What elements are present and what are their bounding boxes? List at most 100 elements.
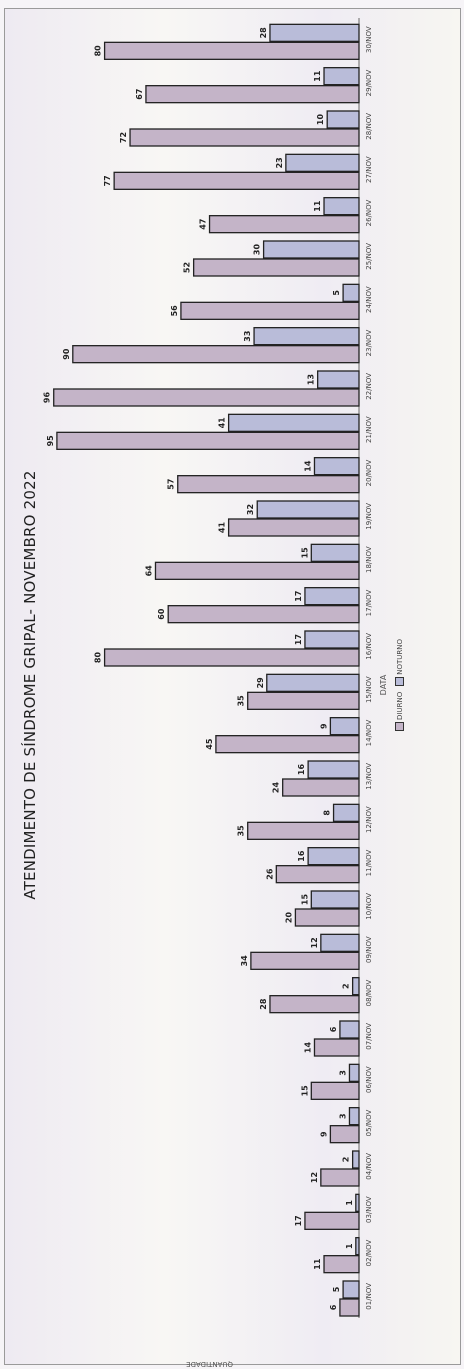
data-label-noturno-14: 9 [319, 723, 328, 729]
bar-diurno-17 [167, 605, 360, 624]
bar-diurno-5 [329, 1125, 360, 1144]
data-label-noturno-30: 28 [259, 27, 268, 39]
bar-diurno-25 [192, 258, 360, 277]
data-label-noturno-25: 30 [253, 244, 262, 256]
data-label-diurno-3: 17 [294, 1215, 303, 1226]
bar-noturno-26 [323, 197, 360, 216]
bar-noturno-22 [317, 370, 360, 389]
bar-noturno-24 [342, 283, 360, 302]
bar-noturno-5 [348, 1107, 360, 1126]
bar-diurno-12 [247, 821, 360, 840]
x-tick-label-21: 21/NOV [365, 416, 373, 443]
bar-diurno-18 [154, 561, 360, 580]
bar-noturno-13 [307, 760, 360, 779]
data-label-noturno-1: 5 [332, 1286, 341, 1292]
data-label-diurno-27: 77 [103, 175, 112, 186]
data-label-noturno-6: 3 [338, 1070, 347, 1076]
bar-noturno-4 [351, 1150, 360, 1169]
data-label-diurno-29: 67 [135, 89, 144, 100]
legend-label-diurno: DIURNO [395, 691, 404, 720]
bar-noturno-6 [348, 1063, 360, 1082]
x-tick-label-15: 15/NOV [365, 676, 373, 703]
data-label-noturno-24: 5 [332, 290, 341, 296]
bar-noturno-11 [307, 847, 360, 866]
x-tick-label-2: 02/NOV [365, 1239, 373, 1266]
x-tick-label-10: 10/NOV [365, 893, 373, 920]
bar-noturno-17 [304, 587, 360, 606]
x-tick-label-24: 24/NOV [365, 286, 373, 313]
data-label-diurno-30: 80 [94, 45, 103, 57]
data-label-diurno-26: 47 [199, 219, 208, 230]
bar-diurno-11 [275, 865, 360, 884]
x-tick-label-1: 01/NOV [365, 1283, 373, 1310]
bar-diurno-22 [53, 388, 360, 407]
bar-diurno-8 [269, 995, 360, 1014]
data-label-diurno-16: 80 [94, 652, 103, 664]
bar-noturno-20 [313, 457, 360, 476]
data-label-diurno-20: 57 [167, 479, 176, 490]
bar-noturno-19 [256, 500, 360, 519]
bar-noturno-29 [323, 67, 360, 86]
data-label-diurno-2: 11 [313, 1258, 322, 1270]
data-label-noturno-15: 29 [256, 677, 265, 689]
x-tick-label-20: 20/NOV [365, 459, 373, 486]
x-tick-label-19: 19/NOV [365, 503, 373, 530]
bar-diurno-15 [247, 691, 360, 710]
bar-diurno-30 [103, 41, 360, 60]
x-tick-label-27: 27/NOV [365, 156, 373, 183]
data-label-noturno-16: 17 [294, 634, 303, 645]
bar-diurno-13 [282, 778, 360, 797]
x-tick-label-9: 09/NOV [365, 936, 373, 963]
data-label-noturno-12: 8 [323, 810, 332, 816]
legend-item-diurno: DIURNO [395, 692, 404, 731]
data-label-noturno-22: 13 [307, 374, 316, 385]
x-tick-label-23: 23/NOV [365, 329, 373, 356]
bar-noturno-23 [253, 327, 360, 346]
data-label-noturno-10: 15 [300, 894, 309, 906]
data-label-noturno-5: 3 [338, 1113, 347, 1119]
bar-noturno-3 [355, 1193, 360, 1212]
x-tick-label-25: 25/NOV [365, 243, 373, 270]
data-label-diurno-13: 24 [272, 782, 281, 794]
data-label-noturno-28: 10 [316, 114, 325, 126]
data-label-noturno-23: 33 [243, 331, 252, 342]
data-label-noturno-7: 6 [329, 1026, 338, 1032]
bar-noturno-28 [326, 110, 360, 129]
data-label-diurno-24: 56 [170, 305, 179, 317]
bar-diurno-29 [145, 85, 360, 104]
bar-noturno-27 [285, 153, 360, 172]
x-tick-label-14: 14/NOV [365, 719, 373, 746]
data-label-noturno-3: 1 [345, 1200, 354, 1206]
data-label-diurno-19: 41 [218, 522, 227, 534]
x-tick-label-28: 28/NOV [365, 113, 373, 140]
bar-diurno-21 [56, 431, 360, 450]
data-label-diurno-11: 26 [265, 868, 274, 880]
data-label-diurno-5: 9 [319, 1131, 328, 1137]
bar-diurno-19 [227, 518, 360, 537]
bar-diurno-10 [294, 908, 360, 927]
bar-noturno-16 [304, 630, 360, 649]
data-label-diurno-10: 20 [284, 912, 293, 924]
bar-noturno-14 [329, 717, 360, 736]
bar-diurno-20 [177, 475, 360, 494]
x-tick-label-18: 18/NOV [365, 546, 373, 573]
bar-diurno-3 [304, 1211, 360, 1230]
x-tick-label-22: 22/NOV [365, 373, 373, 400]
x-tick-label-5: 05/NOV [365, 1109, 373, 1136]
x-tick-label-26: 26/NOV [365, 199, 373, 226]
rotated-chart: ATENDIMENTO DE SÍNDROME GRIPAL- NOVEMBRO… [7, 10, 459, 1368]
data-label-noturno-8: 2 [342, 983, 351, 989]
bar-diurno-4 [320, 1168, 360, 1187]
legend-item-noturno: NOTURNO [395, 639, 404, 686]
data-label-diurno-7: 14 [303, 1042, 312, 1054]
bar-diurno-6 [310, 1081, 360, 1100]
data-label-noturno-11: 16 [297, 850, 306, 862]
data-label-noturno-9: 12 [310, 937, 319, 948]
x-tick-label-30: 30/NOV [365, 26, 373, 53]
legend-label-noturno: NOTURNO [395, 639, 404, 675]
data-label-noturno-18: 15 [300, 547, 309, 559]
data-label-diurno-6: 15 [300, 1085, 309, 1097]
bar-noturno-12 [332, 803, 360, 822]
x-tick-label-3: 03/NOV [365, 1196, 373, 1223]
